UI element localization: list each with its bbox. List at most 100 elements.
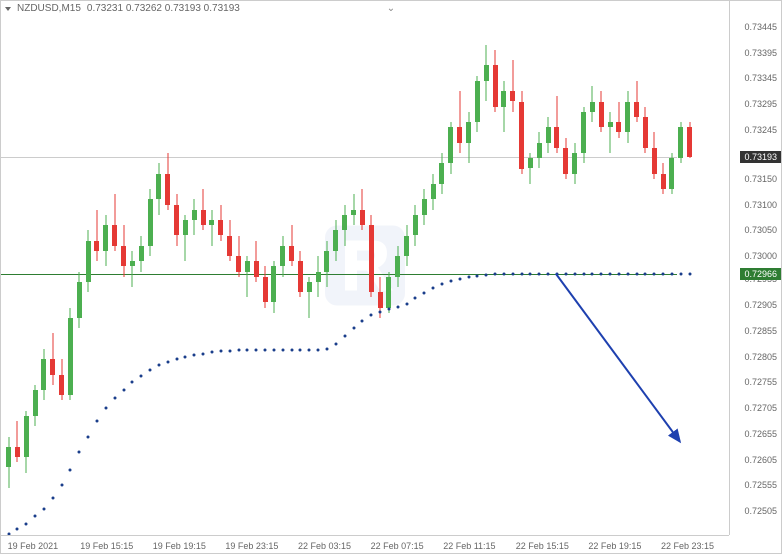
indicator-dot	[591, 272, 594, 275]
indicator-dot	[246, 349, 249, 352]
y-axis-label: 0.73050	[744, 225, 777, 235]
y-axis-label: 0.73245	[744, 125, 777, 135]
indicator-dot	[564, 272, 567, 275]
indicator-dot	[202, 352, 205, 355]
indicator-dot	[210, 351, 213, 354]
indicator-dot	[51, 497, 54, 500]
indicator-dot	[582, 272, 585, 275]
indicator-dot	[538, 272, 541, 275]
indicator-dot	[131, 381, 134, 384]
x-axis-label: 22 Feb 23:15	[661, 541, 714, 551]
indicator-dot	[653, 272, 656, 275]
indicator-dot	[325, 347, 328, 350]
indicator-dot	[16, 528, 19, 531]
indicator-dot	[87, 435, 90, 438]
indicator-dot	[617, 272, 620, 275]
indicator-dot	[635, 272, 638, 275]
indicator-dot	[237, 349, 240, 352]
indicator-dot	[440, 282, 443, 285]
y-axis-label: 0.73395	[744, 48, 777, 58]
x-axis-label: 22 Feb 11:15	[443, 541, 495, 551]
indicator-dot	[370, 314, 373, 317]
indicator-dot	[42, 507, 45, 510]
indicator-dot	[290, 349, 293, 352]
x-axis-label: 22 Feb 19:15	[588, 541, 641, 551]
y-axis-label: 0.73445	[744, 22, 777, 32]
indicator-dot	[25, 523, 28, 526]
indicator-dot	[626, 272, 629, 275]
y-axis-label: 0.73295	[744, 99, 777, 109]
indicator-dot	[281, 349, 284, 352]
y-axis-label: 0.72855	[744, 326, 777, 336]
indicator-dot	[414, 297, 417, 300]
indicator-dot	[78, 450, 81, 453]
indicator-dot	[104, 407, 107, 410]
y-axis-label: 0.73345	[744, 73, 777, 83]
indicator-dot	[95, 420, 98, 423]
indicator-dot	[467, 276, 470, 279]
x-axis-label: 19 Feb 23:15	[225, 541, 278, 551]
indicator-dot	[670, 272, 673, 275]
y-axis: 0.73445 0.73395 0.73345 0.73295 0.73245 0.731…	[729, 1, 781, 535]
x-axis-label: 22 Feb 15:15	[516, 541, 569, 551]
indicator-dot	[272, 349, 275, 352]
y-axis-label: 0.72555	[744, 480, 777, 490]
y-axis-label: 0.72755	[744, 377, 777, 387]
indicator-dot	[264, 349, 267, 352]
indicator-dot	[485, 273, 488, 276]
indicator-dot	[600, 272, 603, 275]
price-badge: 0.72966	[740, 268, 781, 280]
indicator-dot	[334, 342, 337, 345]
indicator-dot	[122, 389, 125, 392]
indicator-dot	[157, 364, 160, 367]
x-axis-label: 22 Feb 07:15	[371, 541, 424, 551]
indicator-dot	[502, 272, 505, 275]
indicator-dot	[529, 272, 532, 275]
indicator-dot	[361, 319, 364, 322]
y-axis-label: 0.72805	[744, 352, 777, 362]
indicator-dot	[573, 272, 576, 275]
chart-area[interactable]	[1, 1, 729, 535]
indicator-dot	[644, 272, 647, 275]
indicator-dot	[494, 273, 497, 276]
indicator-dot	[352, 327, 355, 330]
indicator-dot	[679, 272, 682, 275]
indicator-dot	[193, 354, 196, 357]
indicator-dot	[405, 302, 408, 305]
y-axis-label: 0.73100	[744, 200, 777, 210]
x-axis-label: 19 Feb 19:15	[153, 541, 206, 551]
indicator-dot	[255, 349, 258, 352]
indicator-dot	[140, 374, 143, 377]
y-axis-label: 0.72905	[744, 300, 777, 310]
y-axis-label: 0.72655	[744, 429, 777, 439]
indicator-dot	[555, 272, 558, 275]
indicator-dot	[175, 358, 178, 361]
x-axis: 19 Feb 202119 Feb 15:1519 Feb 19:1519 Fe…	[1, 535, 729, 553]
indicator-dot	[511, 272, 514, 275]
price-badge: 0.73193	[740, 151, 781, 163]
indicator-dot	[166, 361, 169, 364]
indicator-dot	[432, 287, 435, 290]
indicator-dot	[228, 349, 231, 352]
indicator-dot	[308, 349, 311, 352]
y-axis-label: 0.72605	[744, 455, 777, 465]
indicator-dot	[34, 515, 37, 518]
indicator-dot	[379, 310, 382, 313]
indicator-dot	[609, 272, 612, 275]
chart-container: ⌄ NZDUSD,M15 0.73231 0.73262 0.73193 0.7…	[0, 0, 782, 554]
y-axis-label: 0.73150	[744, 174, 777, 184]
indicator-dot	[449, 279, 452, 282]
indicator-dot	[60, 484, 63, 487]
y-axis-label: 0.72505	[744, 506, 777, 516]
indicator-dot	[343, 335, 346, 338]
y-axis-label: 0.72705	[744, 403, 777, 413]
indicator-dot	[113, 396, 116, 399]
x-axis-label: 22 Feb 03:15	[298, 541, 351, 551]
indicator-dot	[184, 355, 187, 358]
indicator-dot	[423, 292, 426, 295]
indicator-dot	[149, 368, 152, 371]
indicator-dot	[299, 349, 302, 352]
indicator-dot	[396, 306, 399, 309]
indicator-dot	[547, 272, 550, 275]
indicator-dot	[688, 272, 691, 275]
